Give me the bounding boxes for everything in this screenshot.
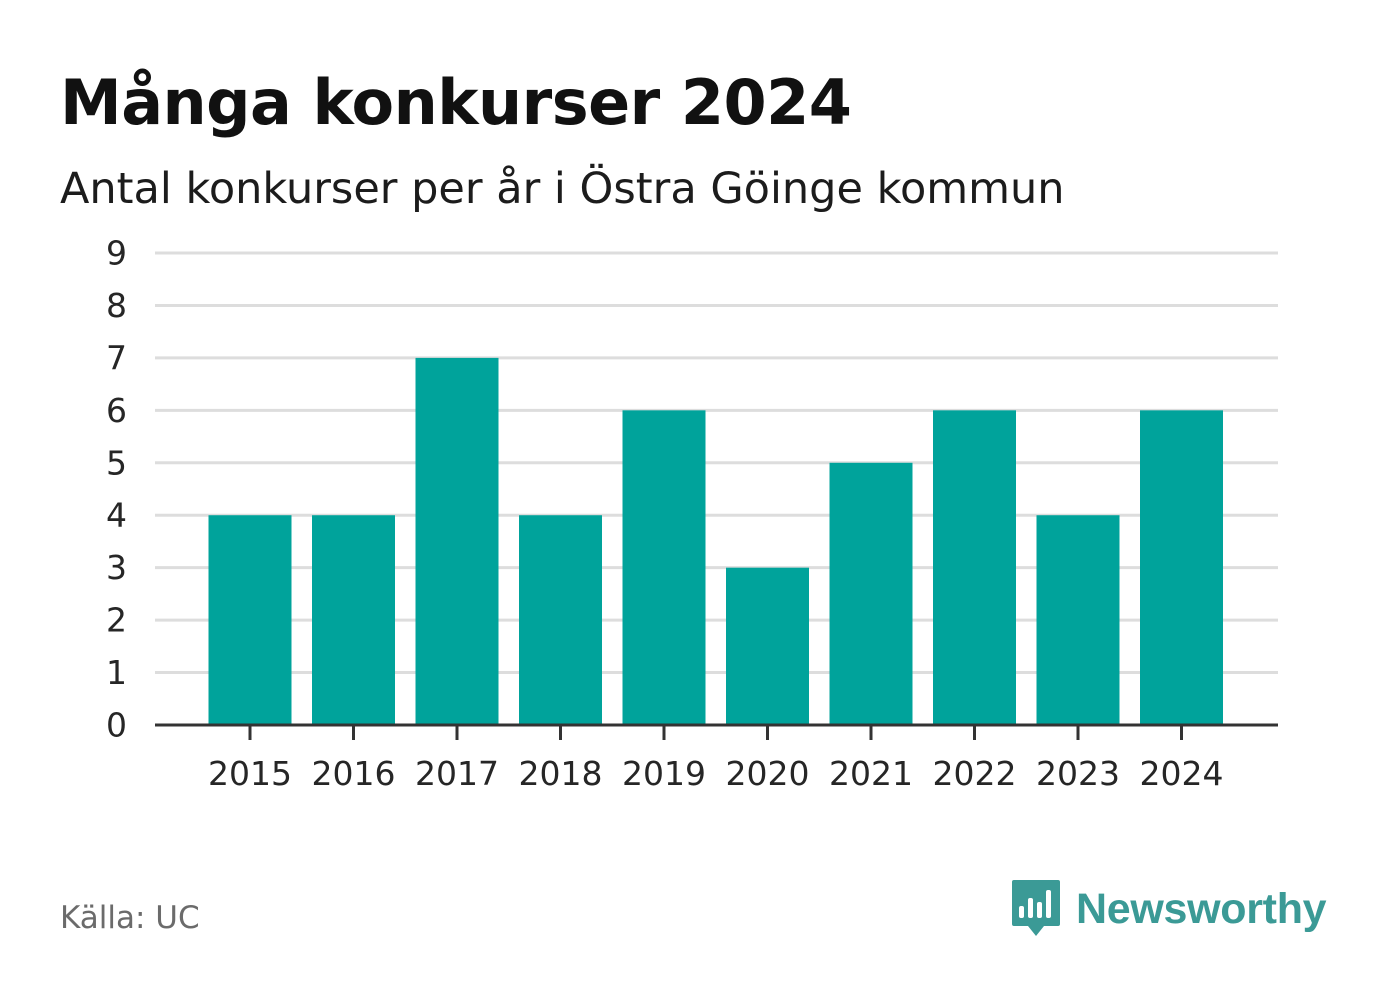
- bar-2016: [312, 515, 395, 725]
- y-tick-label: 1: [106, 653, 127, 692]
- chart-subtitle: Antal konkurser per år i Östra Göinge ko…: [60, 164, 1065, 214]
- y-tick-label: 3: [106, 548, 127, 587]
- bar-chart-speech-bubble-icon: [1012, 880, 1060, 936]
- y-tick-label: 0: [106, 706, 127, 745]
- x-tick-label: 2020: [726, 754, 810, 793]
- bar-2024: [1140, 410, 1223, 725]
- x-tick-label: 2017: [415, 754, 499, 793]
- x-tick-label: 2024: [1140, 754, 1224, 793]
- brand-logo: Newsworthy: [1010, 878, 1327, 940]
- bar-2020: [726, 567, 809, 725]
- brand-name: Newsworthy: [1076, 884, 1327, 933]
- chart-title: Många konkurser 2024: [60, 66, 852, 139]
- x-tick-label: 2018: [519, 754, 603, 793]
- bar-2021: [829, 462, 913, 725]
- y-tick-label: 5: [106, 443, 127, 482]
- y-tick-label: 2: [106, 601, 127, 640]
- bar-2017: [415, 357, 499, 725]
- bar-2015: [208, 515, 292, 725]
- source-note: Källa: UC: [60, 900, 200, 936]
- x-tick-label: 2019: [622, 754, 706, 793]
- y-tick-label: 6: [106, 391, 127, 430]
- bar-2022: [933, 410, 1016, 725]
- y-tick-label: 4: [106, 496, 127, 535]
- axes: 0 1 2 3 4 5 6 7 8 9 2015 2016 2017 2018 2019 2020 2021 20…: [106, 234, 1278, 793]
- bars: [208, 357, 1223, 725]
- x-tick-label: 2022: [933, 754, 1017, 793]
- bar-2018: [519, 515, 602, 725]
- x-tick-label: 2021: [829, 754, 913, 793]
- x-tick-label: 2016: [312, 754, 396, 793]
- y-tick-label: 9: [106, 234, 127, 273]
- bar-2023: [1036, 515, 1120, 725]
- y-tick-label: 8: [106, 286, 127, 325]
- x-tick-label: 2023: [1036, 754, 1120, 793]
- bar-2019: [622, 410, 706, 725]
- x-tick-label: 2015: [208, 754, 292, 793]
- y-tick-label: 7: [106, 338, 127, 377]
